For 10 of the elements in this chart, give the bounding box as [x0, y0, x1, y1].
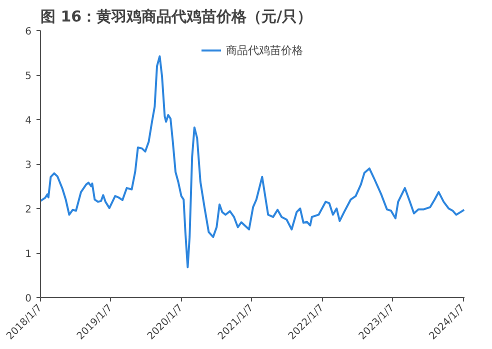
- y-tick-label: 0: [25, 294, 32, 304]
- chart-title: 图 16：黄羽鸡商品代鸡苗价格（元/只）: [40, 8, 312, 26]
- legend-label: 商品代鸡苗价格: [226, 42, 303, 58]
- y-tick-label: 5: [25, 71, 32, 82]
- y-tick-label: 3: [25, 160, 32, 171]
- y-tick-label: 1: [25, 249, 32, 260]
- y-tick-label: 6: [25, 26, 32, 38]
- y-tick-label: 2: [25, 204, 32, 216]
- y-tick-label: 4: [25, 116, 32, 126]
- line-series: [40, 55, 464, 268]
